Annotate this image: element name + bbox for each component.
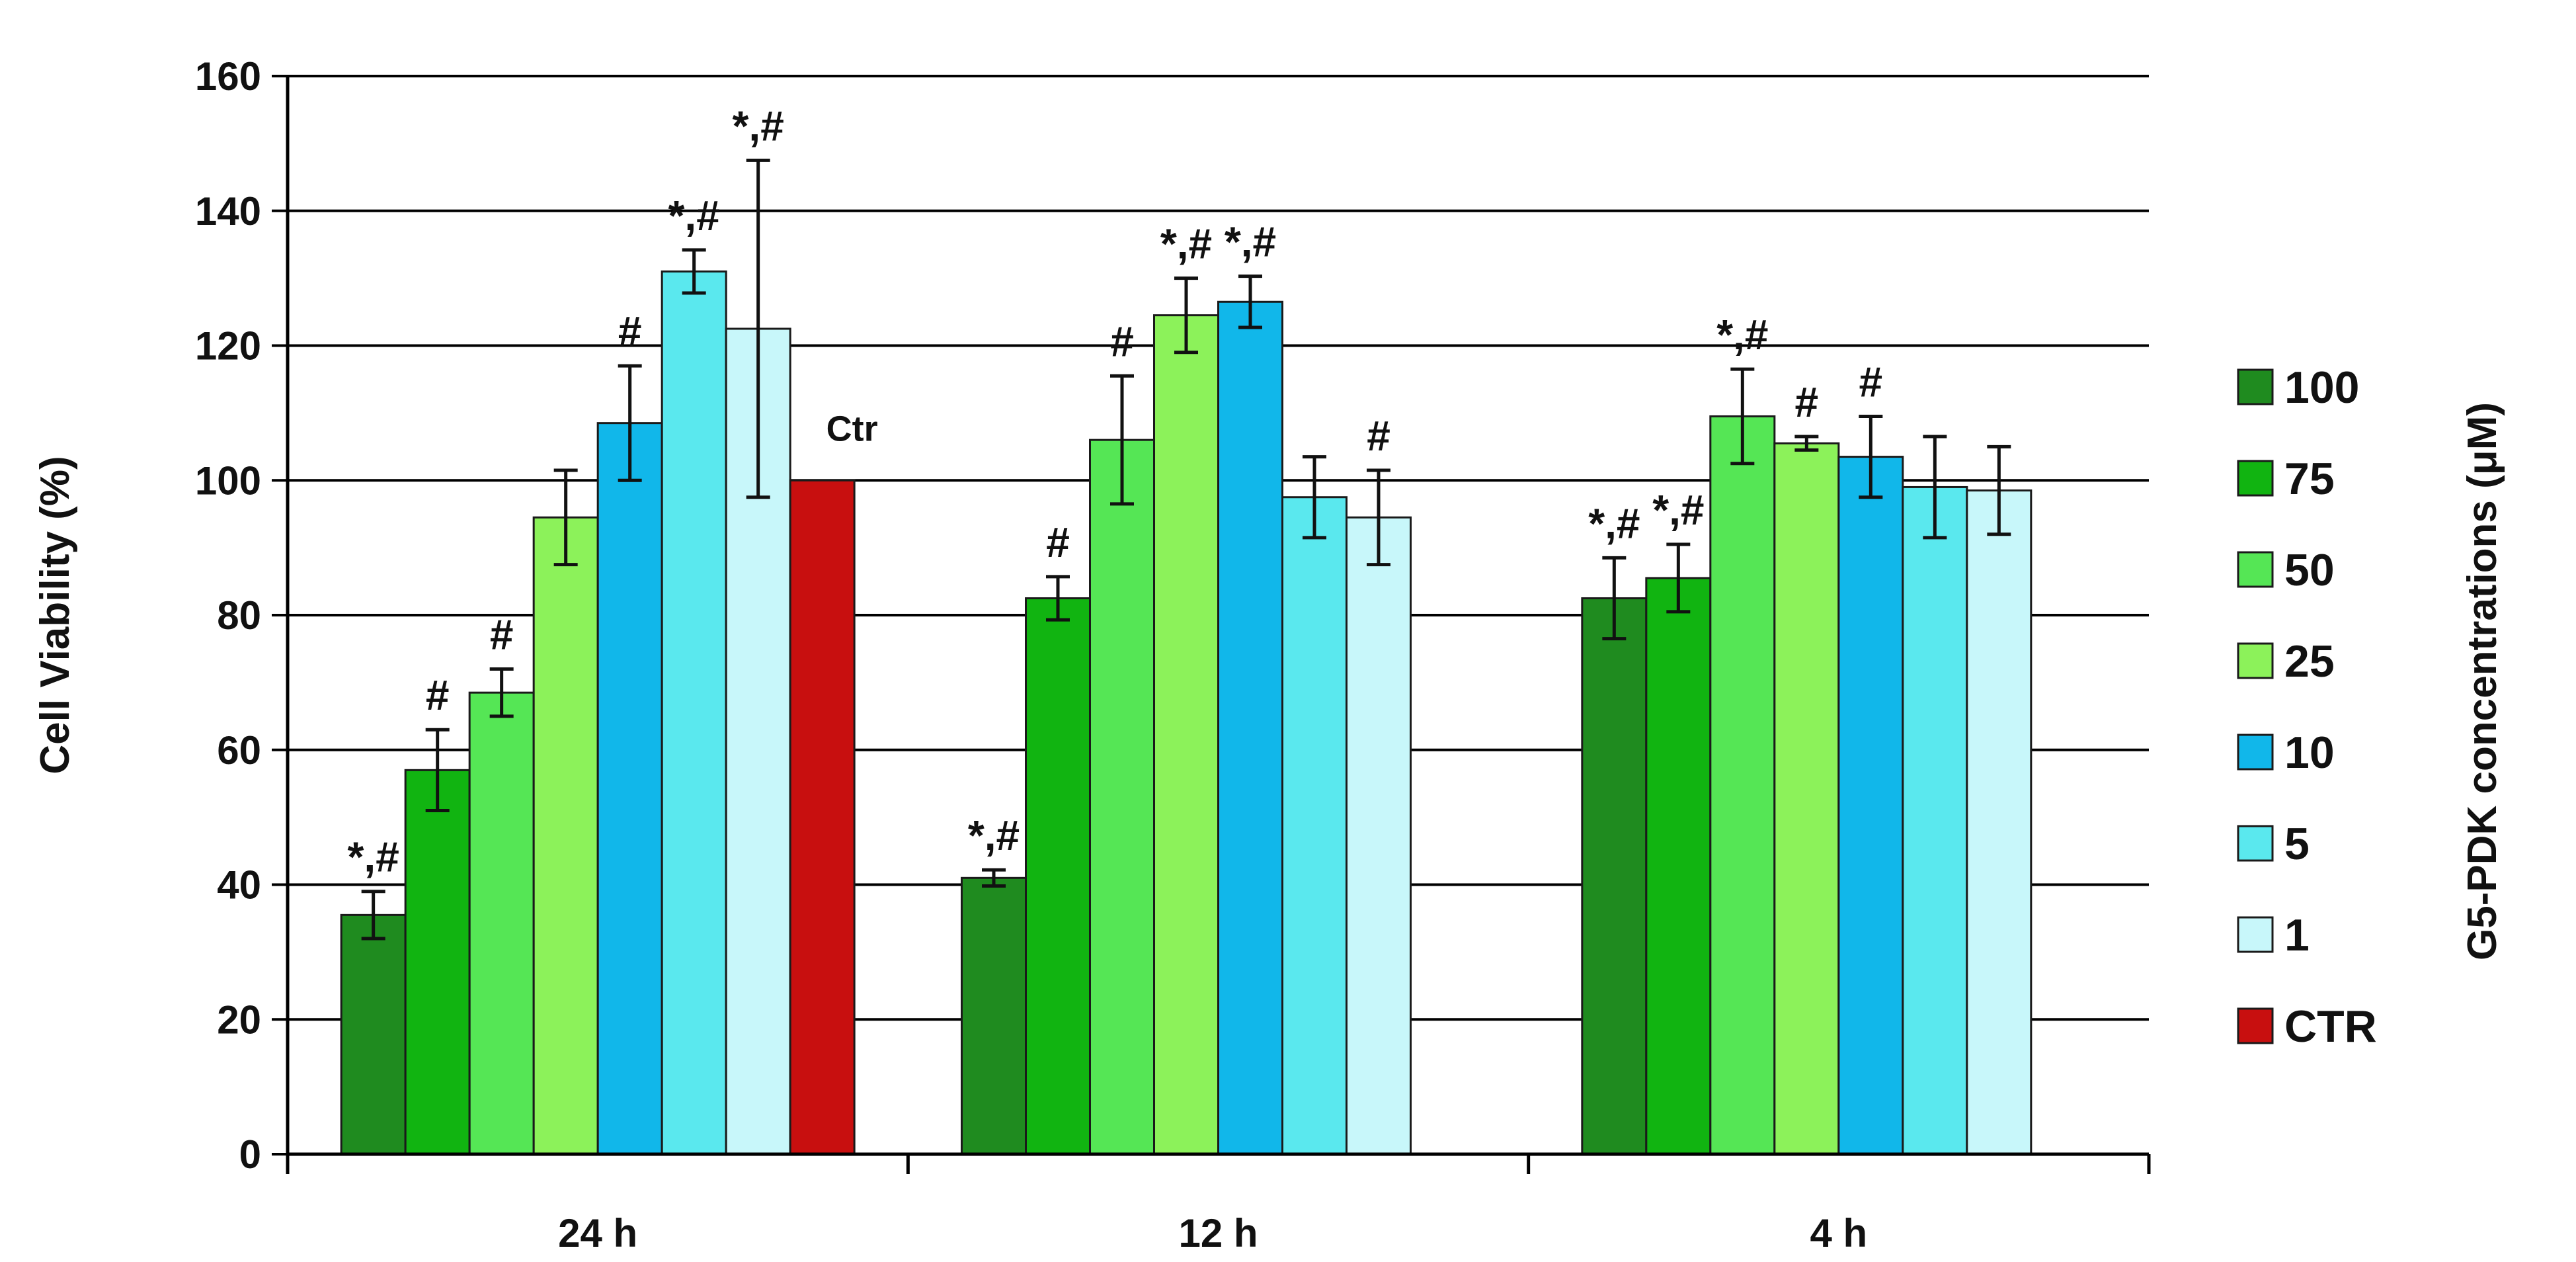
y-tick-label: 100: [195, 458, 261, 503]
bar: [340, 913, 407, 1156]
bar: [1025, 597, 1091, 1156]
legend-title: G5-PDK concentrations (μM): [2460, 402, 2505, 960]
y-tick-label: 80: [217, 593, 261, 638]
significance-label: #: [1795, 378, 1819, 426]
x-category-label: 24 h: [558, 1211, 637, 1255]
significance-label: *,#: [1160, 220, 1212, 268]
significance-label: *,#: [733, 102, 784, 149]
bar: [1346, 516, 1412, 1156]
bar: [1153, 314, 1219, 1156]
bar: [1281, 496, 1348, 1156]
bar: [1966, 489, 2033, 1156]
y-tick-label: 20: [217, 997, 261, 1042]
bar: [404, 769, 471, 1156]
bars: *,####*,#*,#Ctr*,###*,# *,##*,# *,#*,## #: [340, 102, 2033, 1156]
significance-label: #: [490, 611, 514, 659]
legend-label: 10: [2284, 728, 2335, 778]
legend-label: CTR: [2284, 1001, 2377, 1052]
bar: [661, 270, 727, 1156]
bar: [1217, 300, 1283, 1156]
bar: [1645, 577, 1712, 1156]
y-tick-label: 0: [239, 1132, 261, 1177]
significance-label: *,#: [968, 812, 1020, 859]
significance-label: *,#: [668, 192, 720, 239]
significance-label: *,#: [1588, 499, 1640, 547]
significance-label: *,#: [1716, 311, 1768, 358]
legend-swatch: [2237, 642, 2274, 679]
significance-label: #: [426, 671, 450, 719]
y-tick-label: 60: [217, 728, 261, 773]
bar: [1709, 415, 1776, 1156]
legend-label: 50: [2284, 545, 2335, 595]
y-tick-label: 160: [195, 54, 261, 99]
significance-label: #: [618, 308, 642, 355]
bar: [1902, 485, 1968, 1156]
bar: [1837, 456, 1904, 1156]
legend-swatch: [2237, 460, 2274, 497]
bar: [1581, 597, 1648, 1156]
legend-swatch: [2237, 916, 2274, 953]
significance-label: #: [1110, 317, 1134, 365]
bar: [1089, 439, 1155, 1156]
legend-swatch: [2237, 734, 2274, 771]
significance-label: *,#: [1652, 486, 1704, 534]
legend-swatch: [2237, 825, 2274, 862]
x-category-label: 4 h: [1810, 1211, 1867, 1255]
significance-label: #: [1367, 412, 1390, 460]
legend-swatch: [2237, 1007, 2274, 1044]
bar: [961, 876, 1027, 1156]
bar: [596, 422, 663, 1156]
y-tick-label: 40: [217, 863, 261, 907]
legend-label: 100: [2284, 362, 2359, 413]
bar: [532, 516, 599, 1156]
y-axis-title: Cell Viability (%): [32, 456, 78, 774]
y-tick-label: 140: [195, 189, 261, 233]
bar: [468, 691, 535, 1156]
legend-swatch: [2237, 368, 2274, 405]
bar: [789, 479, 856, 1156]
legend: 100 75 50 25 10 5 1 CTR: [2237, 362, 2377, 1052]
bar: [1773, 442, 1840, 1156]
ctr-annotation: Ctr: [826, 409, 878, 448]
legend-label: 25: [2284, 636, 2335, 687]
y-tick-label: 120: [195, 324, 261, 368]
legend-label: 75: [2284, 454, 2335, 504]
significance-label: #: [1859, 358, 1883, 405]
significance-label: #: [1046, 519, 1070, 566]
legend-swatch: [2237, 551, 2274, 588]
significance-label: *,#: [348, 833, 399, 881]
significance-label: *,#: [1225, 218, 1276, 266]
x-category-label: 12 h: [1178, 1211, 1258, 1255]
legend-label: 1: [2284, 910, 2310, 960]
axes: 0 20 40 60 80 100 120 140 160 24 h 12 h 4 h: [195, 54, 2151, 1255]
legend-label: 5: [2284, 819, 2310, 869]
